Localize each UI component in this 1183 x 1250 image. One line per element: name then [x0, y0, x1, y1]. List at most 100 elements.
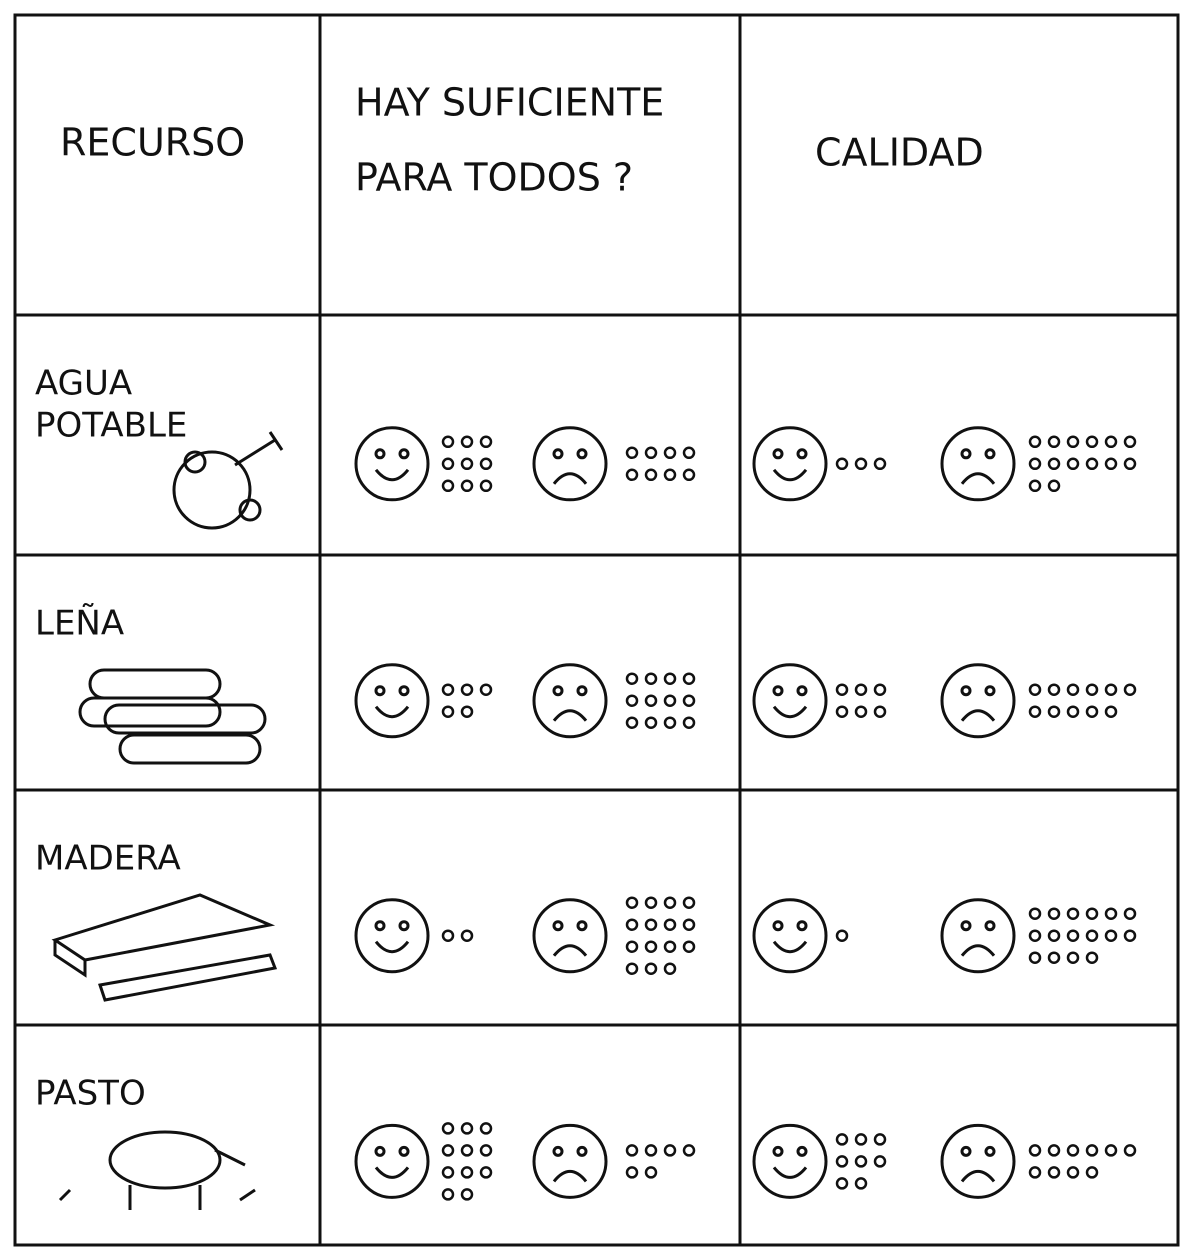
vote-dot	[1085, 683, 1099, 696]
vote-dot	[1028, 435, 1042, 449]
vote-dot	[441, 1122, 455, 1135]
vote-dot	[625, 1144, 639, 1157]
vote-dot	[854, 705, 868, 718]
vote-dots	[835, 683, 887, 718]
vote-dot	[873, 705, 887, 718]
face-mouth	[374, 940, 410, 954]
face-eye	[398, 1145, 410, 1157]
face-eye	[576, 1145, 588, 1157]
vote-dots	[625, 672, 696, 729]
vote-dot	[1047, 479, 1061, 493]
face-mouth	[374, 1166, 410, 1179]
vote-dot	[644, 918, 658, 931]
face-eye	[796, 920, 808, 932]
face-outline	[532, 426, 608, 502]
vote-dots	[1028, 435, 1137, 493]
vote-dots	[441, 683, 493, 718]
vote-dot	[663, 694, 677, 707]
face-eye	[552, 1145, 564, 1157]
happy-face	[752, 898, 828, 974]
vote-dot	[460, 1166, 474, 1179]
header-text: RECURSO	[60, 121, 245, 165]
vote-dots	[835, 1133, 887, 1190]
vote-dots	[625, 896, 696, 975]
face-eye	[796, 1145, 808, 1157]
vote-dot	[663, 918, 677, 931]
face-mouth	[374, 468, 410, 482]
face-outline	[940, 1123, 1016, 1199]
face-eye	[552, 448, 564, 460]
vote-dot	[625, 468, 639, 482]
vote-dot	[644, 716, 658, 729]
vote-dot	[460, 705, 474, 718]
face-outline	[532, 898, 608, 974]
face-eye	[984, 685, 996, 697]
vote-dot	[441, 435, 455, 449]
vote-dot	[625, 962, 639, 975]
face-eye	[772, 685, 784, 697]
vote-dot	[682, 896, 696, 909]
sad-face	[940, 663, 1016, 739]
face-eye	[960, 1145, 972, 1157]
face-mouth	[374, 705, 410, 719]
vote-dot	[479, 435, 493, 449]
vote-dot	[1047, 1144, 1061, 1157]
vote-dot	[479, 1166, 493, 1179]
face-outline	[752, 663, 828, 739]
face-mouth	[960, 944, 996, 957]
vote-dot	[1066, 705, 1080, 718]
vote-dot	[682, 1144, 696, 1157]
face-eye	[576, 448, 588, 460]
face-mouth	[552, 944, 588, 957]
resource-name: POTABLE	[35, 406, 187, 446]
header-text: CALIDAD	[815, 131, 984, 175]
face-eye	[576, 920, 588, 932]
vote-dot	[682, 468, 696, 482]
vote-dot	[441, 929, 455, 942]
happy-face	[354, 898, 430, 974]
vote-dot	[1028, 1166, 1042, 1179]
face-outline	[532, 663, 608, 739]
vote-dot	[441, 1144, 455, 1157]
face-mouth	[772, 940, 808, 954]
face-mouth	[772, 468, 808, 482]
sad-face	[532, 663, 608, 739]
sad-face	[532, 898, 608, 974]
face-mouth	[960, 472, 996, 485]
vote-dot	[1066, 457, 1080, 471]
face-outline	[354, 898, 430, 974]
resource-name: LEÑA	[35, 604, 124, 644]
vote-dot	[1066, 683, 1080, 696]
face-outline	[940, 426, 1016, 502]
face-outline	[752, 426, 828, 502]
happy-face	[752, 1123, 828, 1199]
vote-dot	[835, 457, 849, 471]
vote-dot	[682, 716, 696, 729]
vote-dots	[441, 929, 474, 942]
sad-face	[532, 1123, 608, 1199]
vote-dot	[625, 940, 639, 953]
vote-dot	[835, 1133, 849, 1146]
vote-dot	[1047, 705, 1061, 718]
face-eye	[398, 685, 410, 697]
vote-dots	[835, 457, 887, 471]
vote-dot	[1123, 435, 1137, 449]
vote-dot	[441, 1166, 455, 1179]
vote-dot	[460, 457, 474, 471]
face-eye	[796, 448, 808, 460]
vote-dot	[663, 940, 677, 953]
face-outline	[752, 898, 828, 974]
vote-dot	[644, 940, 658, 953]
vote-dot	[663, 468, 677, 482]
vote-dot	[460, 1122, 474, 1135]
vote-dot	[625, 694, 639, 707]
vote-dot	[682, 446, 696, 460]
vote-dot	[441, 457, 455, 471]
vote-dot	[873, 1155, 887, 1168]
vote-dot	[835, 683, 849, 696]
vote-dot	[1123, 929, 1137, 942]
vote-dot	[1123, 683, 1137, 696]
vote-dot	[1028, 951, 1042, 964]
vote-dot	[854, 457, 868, 471]
